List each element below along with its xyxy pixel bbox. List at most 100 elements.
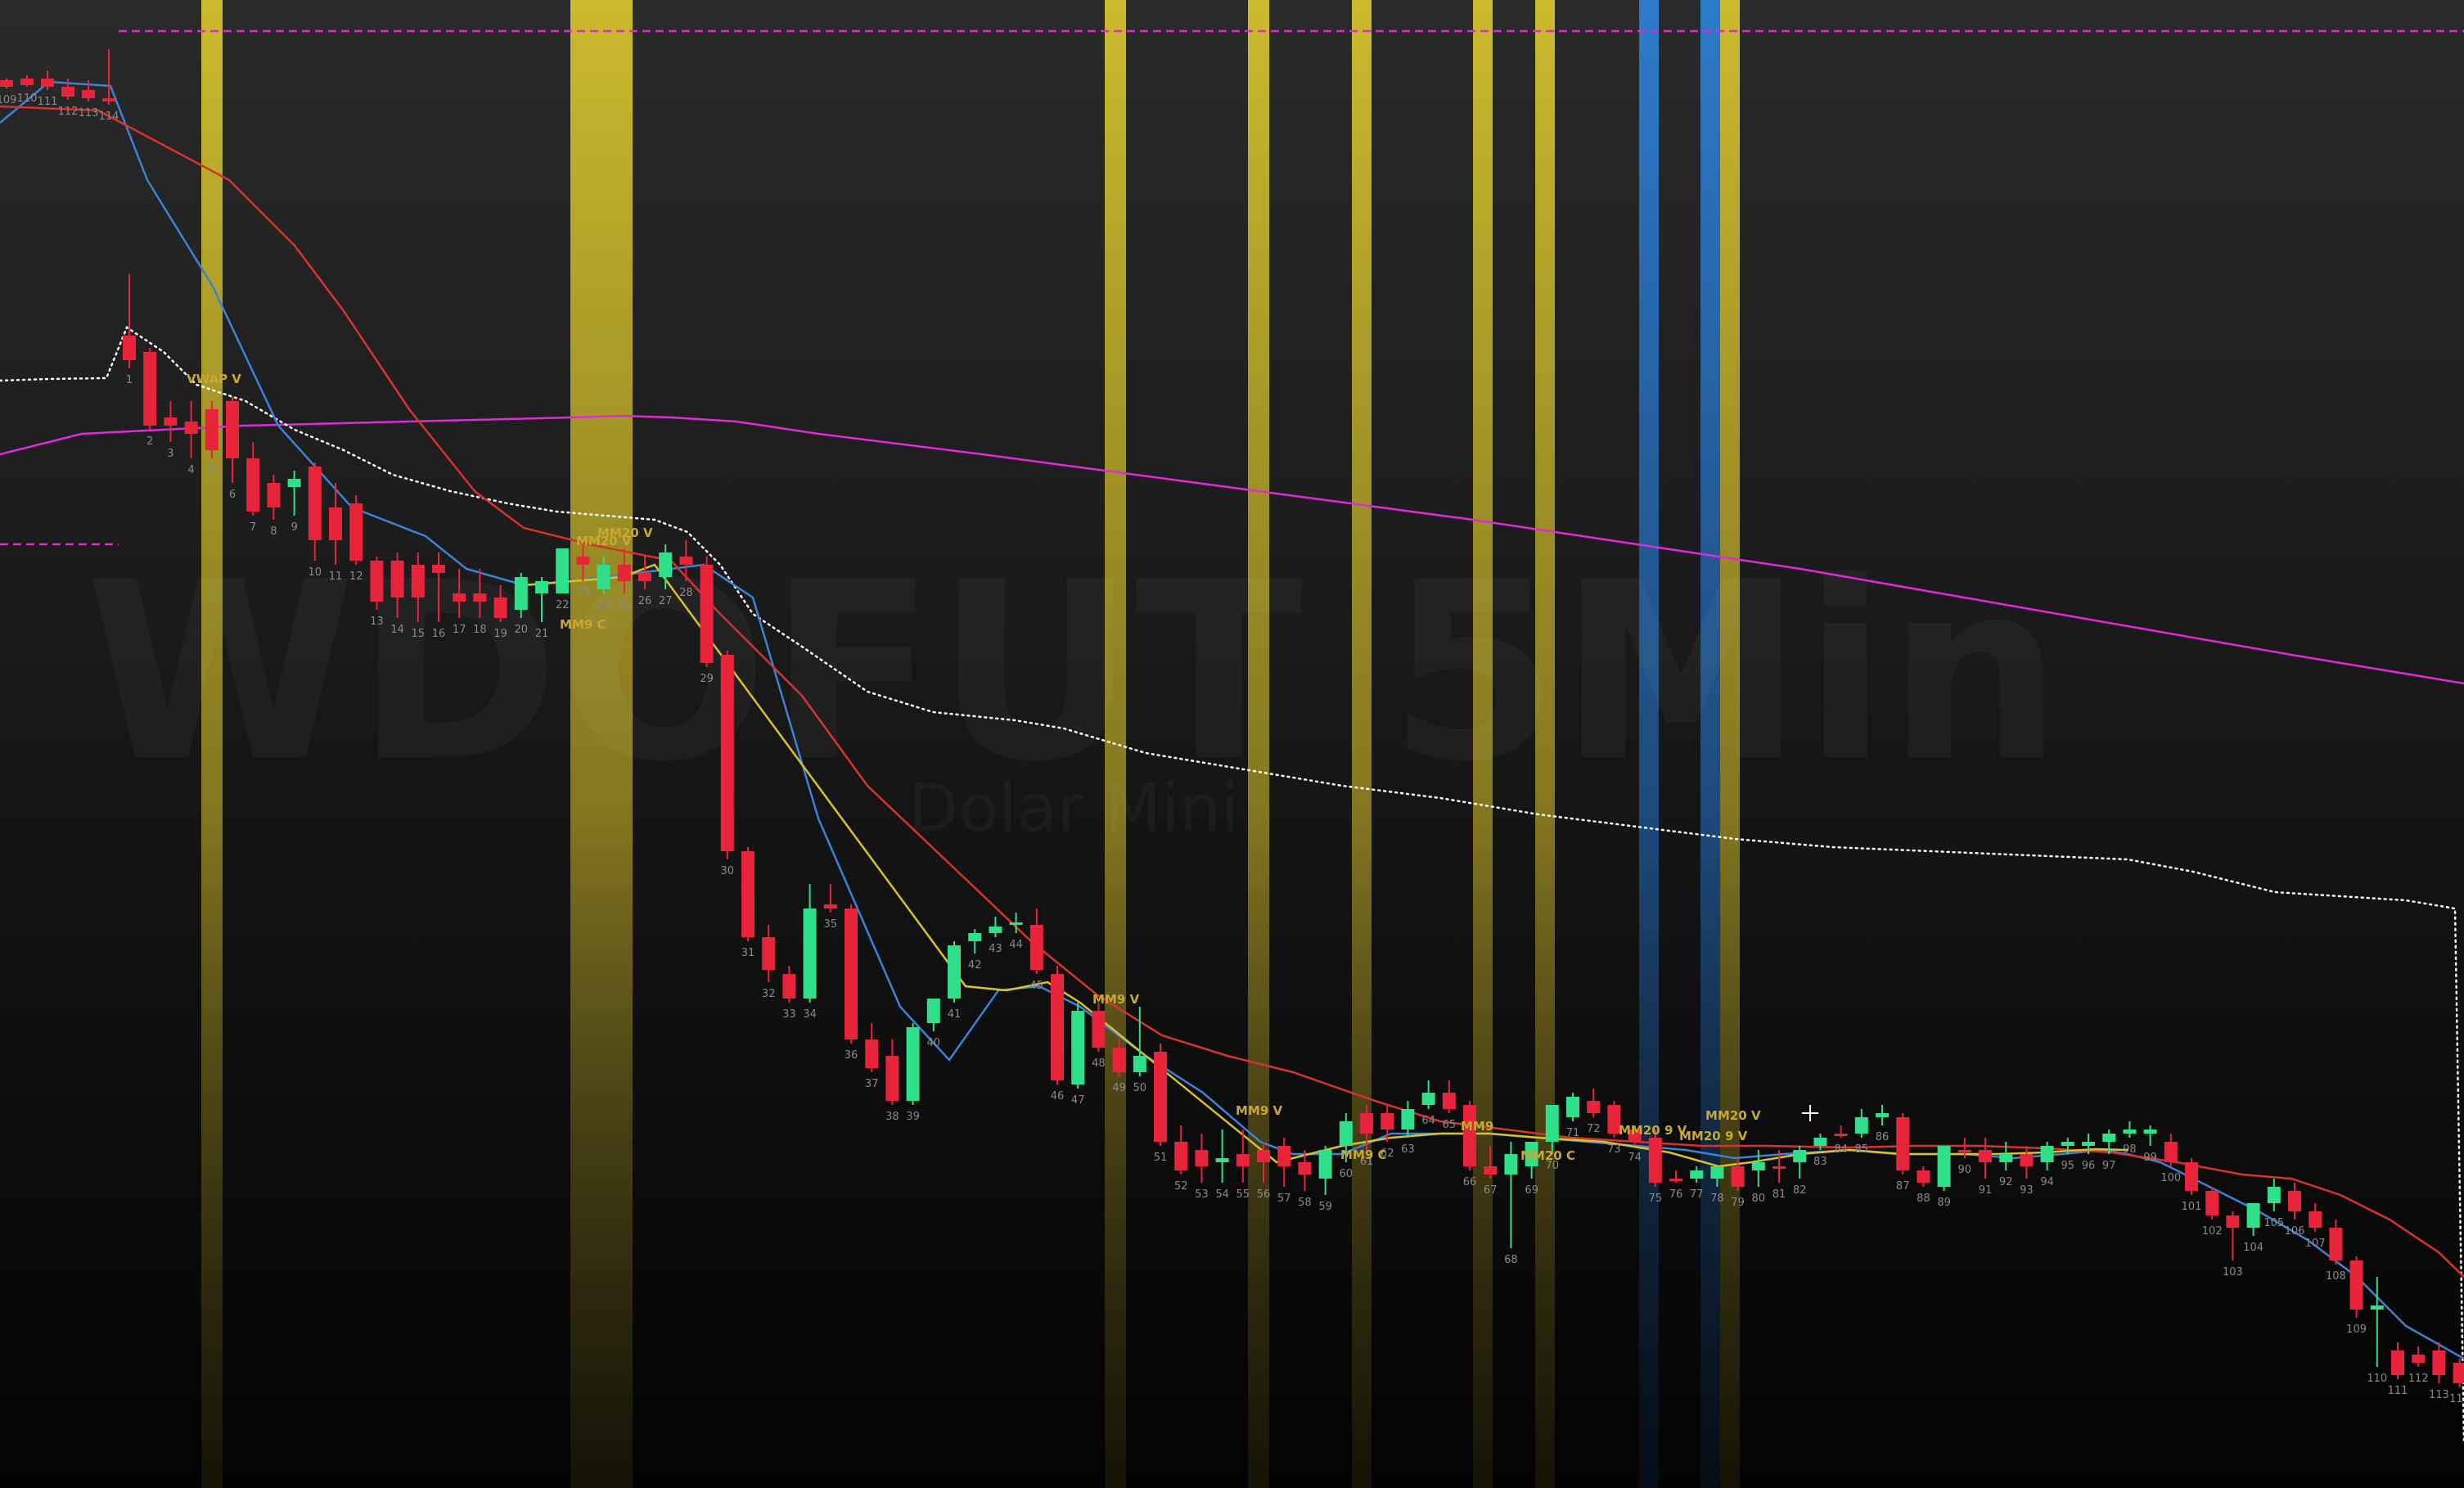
candle — [823, 884, 837, 913]
candle — [762, 925, 776, 982]
candle-number: 64 — [1421, 1115, 1435, 1127]
candle-number: 26 — [638, 595, 652, 607]
candle — [1051, 966, 1064, 1084]
watermark-subtitle: Dolar Mini — [908, 770, 1239, 846]
candle — [1545, 1105, 1559, 1154]
candle-number: 86 — [1876, 1131, 1890, 1143]
candle-number: 11 — [329, 570, 343, 583]
candle — [1009, 913, 1023, 933]
candle-number: 36 — [845, 1049, 858, 1062]
candle — [2432, 1342, 2446, 1383]
candle-number: 109 — [0, 94, 16, 106]
candle-number: 87 — [1896, 1180, 1910, 1193]
candle — [2205, 1187, 2219, 1220]
candle-number: 96 — [2082, 1160, 2096, 1172]
candle — [2267, 1179, 2281, 1211]
candle — [370, 557, 384, 610]
candle — [741, 847, 755, 941]
candle-number: 91 — [1979, 1184, 1993, 1197]
candle-number: 45 — [1030, 980, 1044, 992]
candle-number: 51 — [1154, 1152, 1168, 1164]
candle-number: 34 — [803, 1008, 817, 1021]
moving-average-line — [0, 80, 2464, 1360]
signal-band — [1248, 0, 1269, 1488]
candle-number: 41 — [948, 1008, 962, 1021]
candle-number: 17 — [453, 624, 466, 636]
candle — [556, 548, 570, 593]
candle-number: 2 — [146, 435, 153, 448]
candle-number: 83 — [1813, 1156, 1827, 1168]
candle — [989, 917, 1002, 937]
candle-number: 73 — [1607, 1143, 1621, 1156]
candle — [2143, 1125, 2157, 1146]
candle-number: 20 — [515, 624, 529, 636]
candle-number: 49 — [1112, 1082, 1126, 1094]
candle-number: 8 — [270, 525, 277, 538]
candle — [1937, 1146, 1951, 1191]
candle — [638, 557, 651, 589]
candle-number: 110 — [2367, 1373, 2387, 1385]
candle-number: 58 — [1298, 1197, 1312, 1209]
candle-number: 113 — [2429, 1389, 2449, 1401]
candle-number: 90 — [1958, 1164, 1972, 1176]
candle — [267, 475, 281, 520]
candle-number: 88 — [1917, 1193, 1930, 1205]
candle-number: 79 — [1731, 1197, 1745, 1209]
candle — [493, 585, 507, 622]
candle-number: 18 — [473, 624, 487, 636]
candle — [576, 544, 590, 581]
candle — [2329, 1220, 2343, 1265]
candle — [1318, 1146, 1332, 1195]
candle — [1607, 1101, 1621, 1138]
candle — [1834, 1125, 1848, 1138]
candle — [1298, 1150, 1312, 1191]
candle-number: 67 — [1484, 1184, 1498, 1197]
candle-number: 103 — [2223, 1266, 2243, 1278]
candle-number: 76 — [1669, 1188, 1683, 1201]
candle — [948, 941, 961, 1003]
candle — [679, 540, 693, 581]
candle — [1525, 1142, 1538, 1179]
signal-annotation: MM20 V — [597, 525, 653, 540]
candle — [1731, 1158, 1745, 1191]
candle-number: 99 — [2143, 1152, 2157, 1164]
candle — [803, 884, 817, 1003]
candle-number: 100 — [2160, 1172, 2181, 1184]
signal-annotation: MM20 9 V — [1619, 1123, 1687, 1138]
signal-bands — [201, 0, 1740, 1488]
candle — [453, 569, 466, 618]
candle-number: 16 — [432, 628, 446, 640]
candle — [20, 75, 34, 87]
candle-number: 30 — [721, 865, 735, 877]
candle-number: 66 — [1463, 1176, 1477, 1188]
signal-band — [1473, 0, 1493, 1488]
candle — [535, 577, 548, 622]
signal-band — [1700, 0, 1720, 1488]
candle-number: 27 — [659, 595, 673, 607]
candle — [1896, 1113, 1910, 1175]
candle-number: 48 — [1092, 1057, 1106, 1070]
vwap-line — [0, 326, 2464, 1442]
candle-number: 78 — [1710, 1193, 1724, 1205]
candle — [2082, 1134, 2095, 1154]
candle — [1421, 1080, 1435, 1109]
candle-number: 32 — [762, 988, 776, 1000]
candle — [61, 79, 74, 100]
signal-band — [1535, 0, 1555, 1488]
signal-annotation: MM20 V — [1705, 1108, 1761, 1123]
candle — [41, 70, 54, 90]
candle — [2370, 1277, 2384, 1367]
candle — [390, 552, 404, 618]
candle-number: 60 — [1340, 1168, 1354, 1180]
signal-band — [1720, 0, 1740, 1488]
candle — [1979, 1138, 1992, 1179]
candle-number: 40 — [927, 1037, 941, 1049]
candle — [1999, 1142, 2013, 1170]
candle — [2391, 1342, 2404, 1379]
candle — [1174, 1125, 1188, 1175]
signal-annotation: MM20 9 V — [1679, 1129, 1748, 1143]
candle-number: 12 — [349, 570, 363, 583]
signal-annotation: MM20 V — [576, 534, 632, 548]
